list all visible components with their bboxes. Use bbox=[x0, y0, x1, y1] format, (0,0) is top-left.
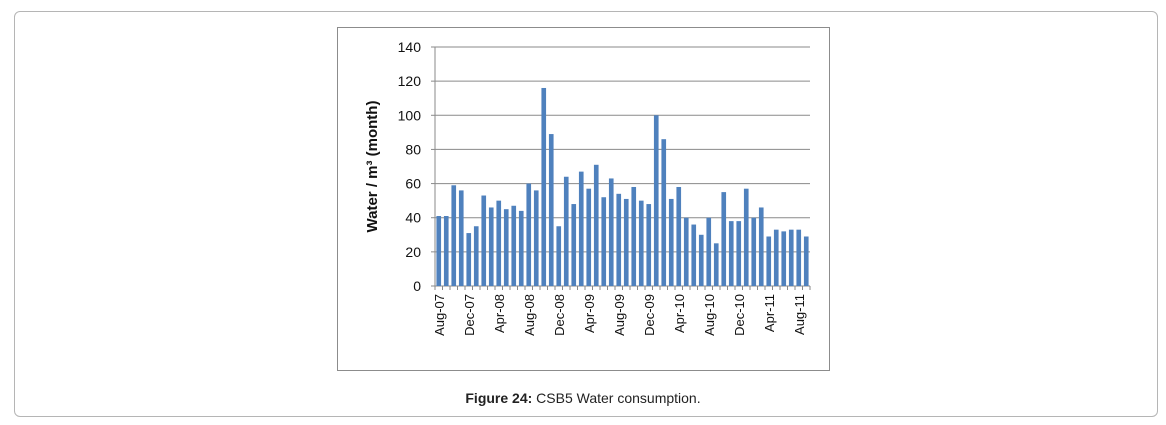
x-tick-label: Dec-10 bbox=[732, 294, 747, 336]
y-tick-label: 140 bbox=[398, 39, 422, 55]
y-tick-label: 100 bbox=[398, 107, 422, 123]
x-tick-label: Aug-10 bbox=[702, 294, 717, 336]
x-tick-label: Dec-08 bbox=[552, 294, 567, 336]
bar-Nov-07 bbox=[458, 190, 464, 286]
caption-text: CSB5 Water consumption. bbox=[532, 390, 701, 406]
bar-Feb-08 bbox=[481, 195, 487, 286]
bar-Aug-09 bbox=[616, 193, 622, 286]
bar-Dec-07 bbox=[466, 233, 472, 286]
x-tick-label: Aug-09 bbox=[612, 294, 627, 336]
bar-Feb-10 bbox=[661, 139, 667, 286]
chart-area: 0 20 40 60 80 100 120 140 Aug-07 Dec-07 Apr-08 Aug-… bbox=[337, 27, 830, 371]
bar-Jul-10 bbox=[698, 234, 704, 286]
bar-Aug-10 bbox=[706, 217, 712, 286]
bar-Jun-10 bbox=[691, 224, 697, 286]
bar-chart: 0 20 40 60 80 100 120 140 Aug-07 Dec-07 Apr-08 Aug-… bbox=[364, 39, 811, 336]
x-tick-label: Apr-10 bbox=[672, 294, 687, 333]
bar-Jun-11 bbox=[781, 231, 787, 286]
y-tick-label: 80 bbox=[405, 141, 421, 157]
bar-Sep-08 bbox=[533, 190, 539, 286]
bar-Sep-09 bbox=[623, 198, 629, 286]
bar-Oct-07 bbox=[451, 185, 457, 286]
bar-Jul-09 bbox=[608, 178, 614, 286]
x-tick-label: Aug-08 bbox=[522, 294, 537, 336]
bar-Aug-08 bbox=[526, 183, 532, 286]
bar-Nov-10 bbox=[728, 221, 734, 286]
bar-Jun-09 bbox=[601, 197, 607, 286]
bar-Mar-10 bbox=[668, 198, 674, 286]
y-tick-label: 60 bbox=[405, 176, 421, 192]
bar-Apr-09 bbox=[586, 188, 592, 286]
x-tick-label: Dec-09 bbox=[642, 294, 657, 336]
bar-May-09 bbox=[593, 164, 599, 286]
bar-Dec-09 bbox=[646, 204, 652, 286]
y-tick-label: 120 bbox=[398, 73, 422, 89]
bar-Feb-11 bbox=[751, 217, 757, 286]
bar-Oct-08 bbox=[541, 87, 547, 286]
x-tick-label: Dec-07 bbox=[462, 294, 477, 336]
bar-Mar-11 bbox=[758, 207, 764, 286]
bar-Nov-09 bbox=[638, 200, 644, 286]
bar-Apr-08 bbox=[496, 200, 502, 286]
y-tick-label: 20 bbox=[405, 244, 421, 260]
y-tick-label: 0 bbox=[413, 278, 421, 294]
x-tick-label: Aug-11 bbox=[792, 294, 807, 335]
figure-caption: Figure 24: CSB5 Water consumption. bbox=[0, 390, 1166, 406]
bar-Jan-11 bbox=[743, 188, 749, 286]
bar-May-08 bbox=[503, 209, 509, 286]
bar-Jan-09 bbox=[563, 176, 569, 286]
bar-Mar-09 bbox=[578, 171, 584, 286]
bar-Jan-10 bbox=[653, 115, 659, 287]
bar-Apr-10 bbox=[676, 186, 682, 286]
bar-Dec-08 bbox=[556, 226, 562, 286]
bar-Feb-09 bbox=[571, 204, 577, 286]
bar-Nov-08 bbox=[548, 134, 554, 286]
bar-Jan-08 bbox=[473, 226, 479, 286]
bar-May-10 bbox=[683, 217, 689, 286]
y-axis-title: Water / m³ (month) bbox=[364, 101, 381, 233]
bar-May-11 bbox=[773, 229, 779, 286]
caption-label: Figure 24: bbox=[465, 390, 533, 406]
bar-Oct-09 bbox=[631, 186, 637, 286]
x-tick-label: Apr-11 bbox=[762, 294, 777, 332]
bar-Dec-10 bbox=[736, 221, 742, 286]
bar-Mar-08 bbox=[488, 207, 494, 286]
bar-Jul-08 bbox=[518, 210, 524, 286]
bar-Jul-11 bbox=[788, 229, 794, 286]
bar-Sep-11 bbox=[803, 236, 809, 286]
bar-Aug-07 bbox=[436, 216, 442, 286]
x-tick-label: Apr-08 bbox=[492, 294, 507, 333]
bar-Sep-10 bbox=[713, 243, 719, 286]
x-tick-label: Apr-09 bbox=[582, 294, 597, 333]
y-tick-label: 40 bbox=[405, 210, 421, 226]
bar-Apr-11 bbox=[766, 236, 772, 286]
bar-Sep-07 bbox=[443, 216, 449, 286]
x-tick-label: Aug-07 bbox=[432, 294, 447, 336]
bar-Jun-08 bbox=[511, 205, 517, 286]
bar-Aug-11 bbox=[796, 229, 802, 286]
bar-Oct-10 bbox=[721, 192, 727, 286]
